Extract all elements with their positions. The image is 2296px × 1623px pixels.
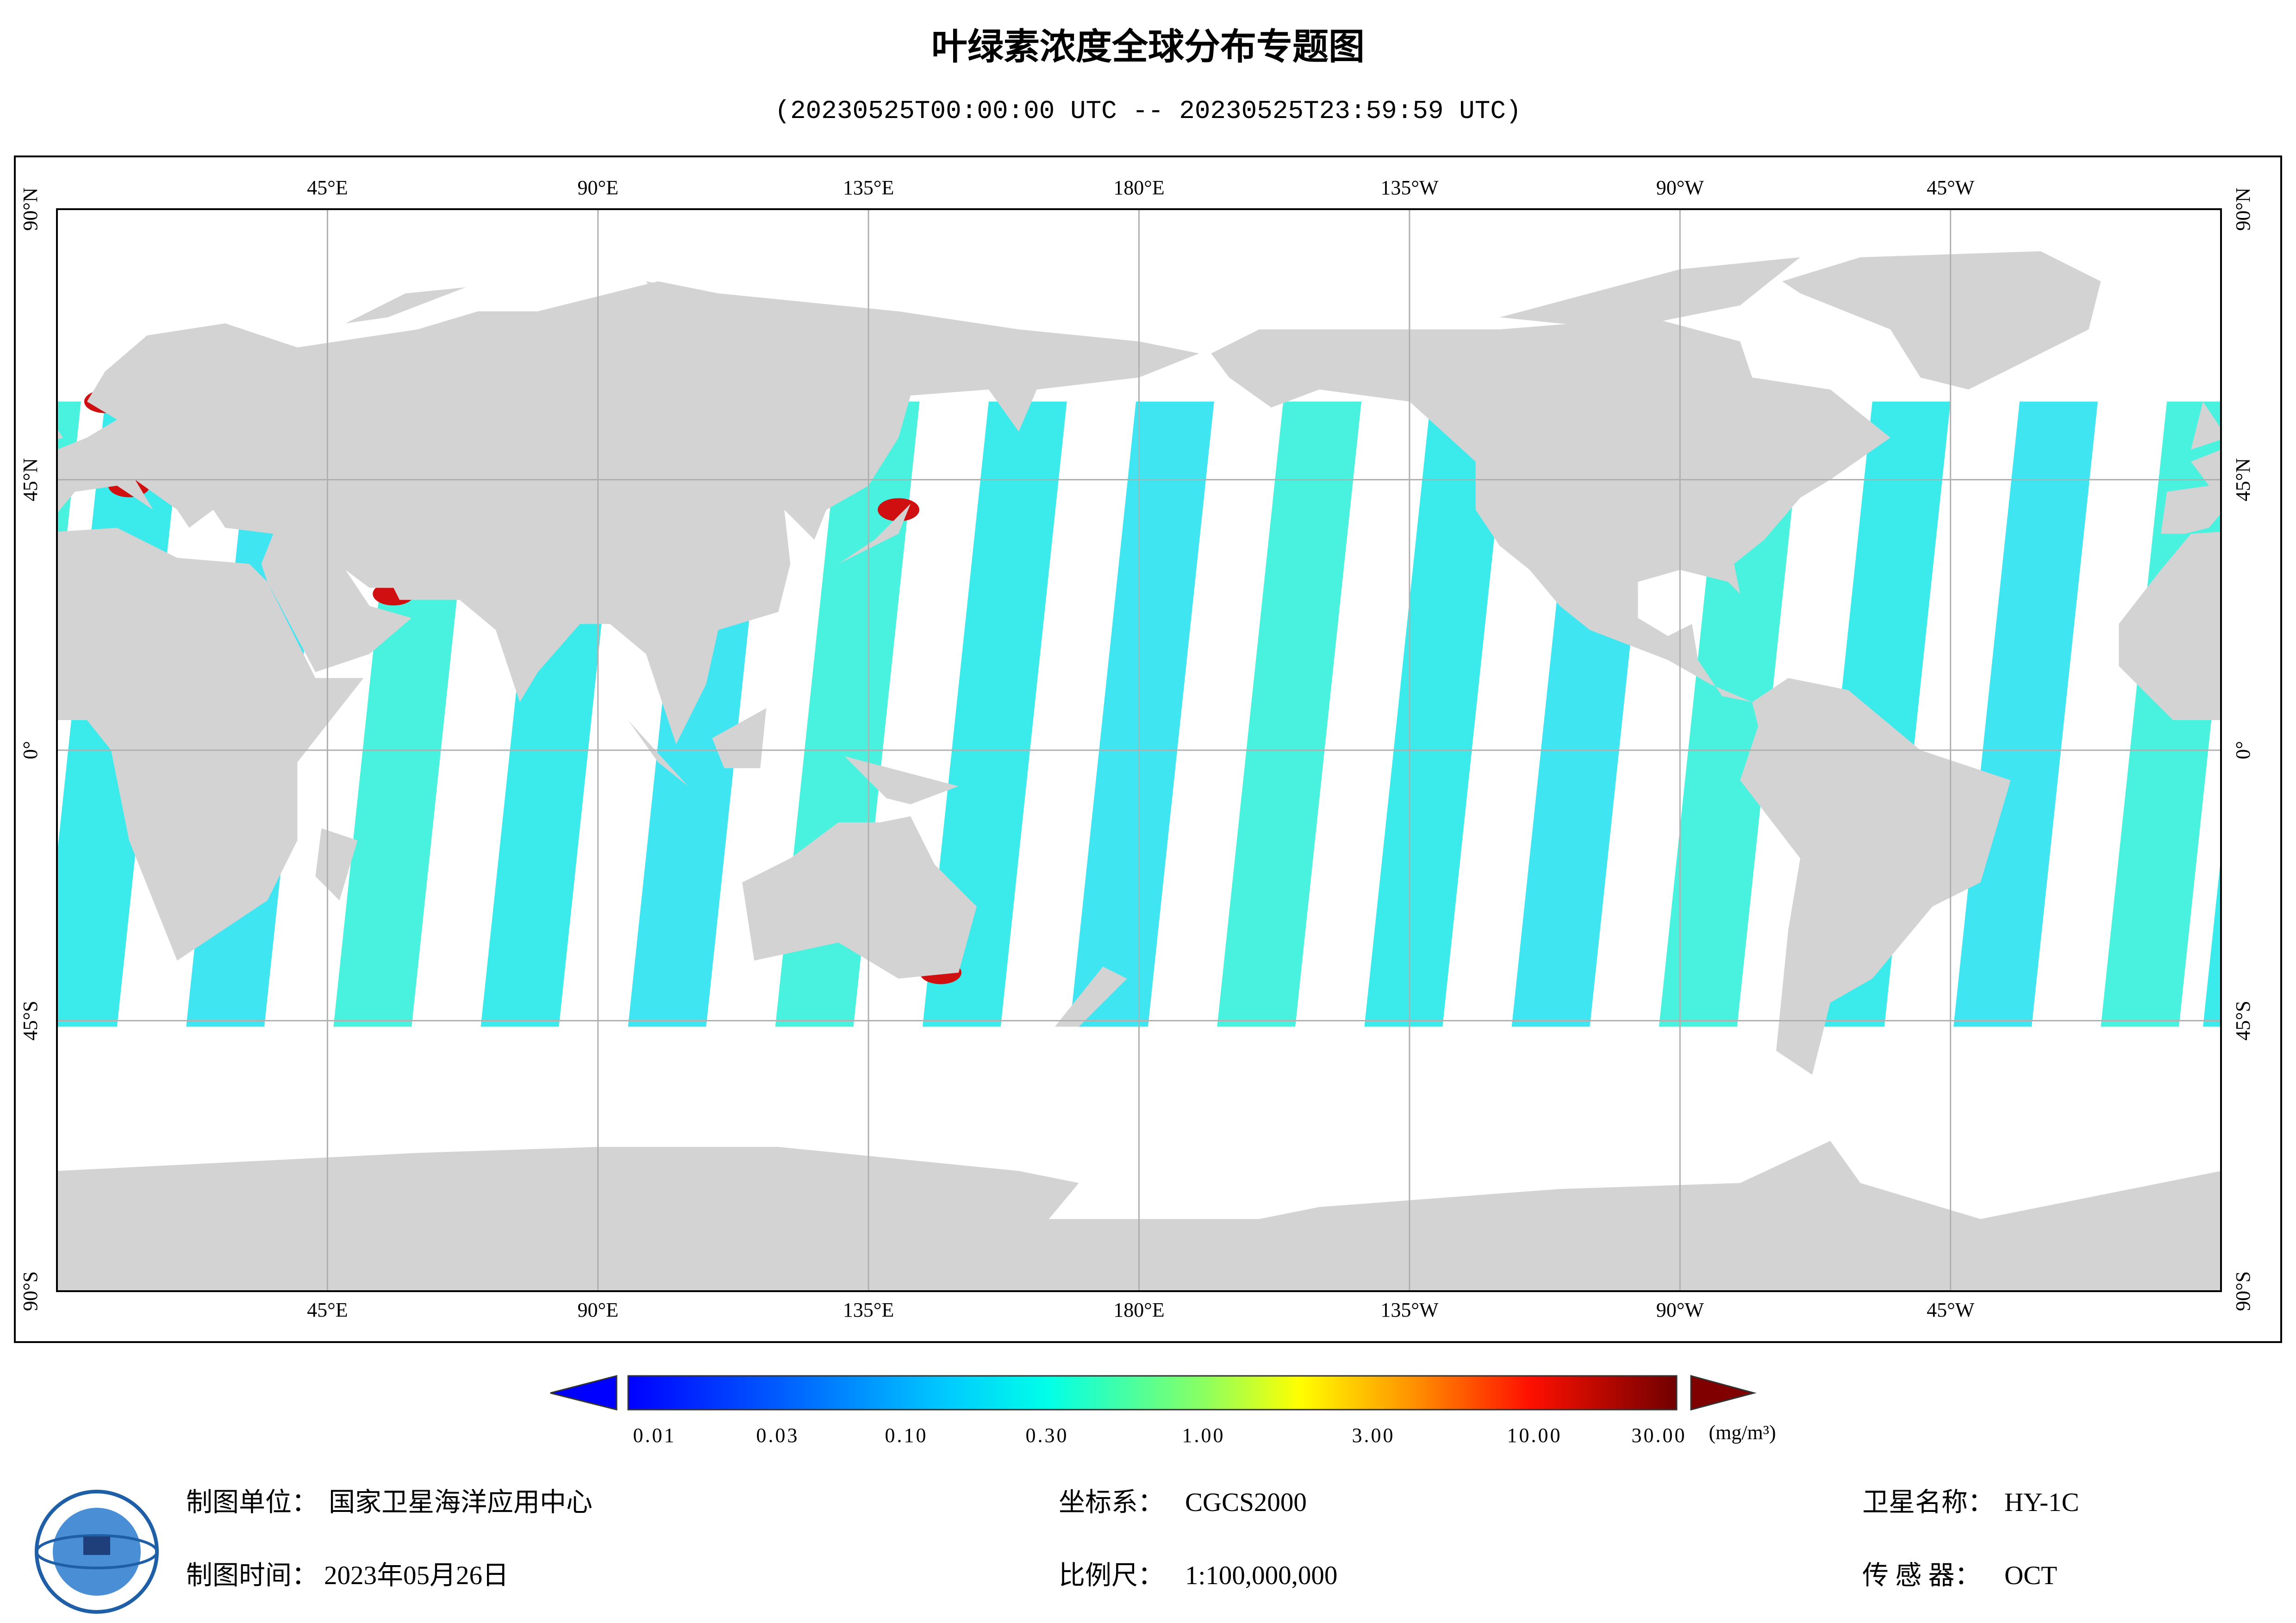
lat-label: 90°N [19, 187, 42, 230]
land [315, 828, 358, 901]
footer-value: CGCS2000 [1185, 1488, 1307, 1517]
land [1782, 251, 2101, 390]
footer-value: HY-1C [2004, 1488, 2079, 1517]
footer-label: 比例尺： [1059, 1561, 1164, 1590]
land [345, 287, 466, 323]
lon-label: 90°E [578, 176, 618, 199]
land [57, 281, 1199, 745]
colorbar-label: 0.03 [756, 1424, 799, 1447]
land [2161, 449, 2221, 534]
data-swath [1217, 401, 1361, 1027]
footer-label: 坐标系： [1059, 1488, 1164, 1517]
lon-label: 135°E [843, 1299, 894, 1321]
data-swath [1953, 401, 2098, 1027]
footer-value: 2023年05月26日 [324, 1561, 509, 1590]
logo-satellite [83, 1536, 110, 1555]
land [646, 281, 767, 317]
data-swath [1659, 401, 1803, 1027]
footer-label: 传 感 器： [1862, 1561, 1981, 1590]
land [838, 504, 911, 564]
colorbar-labels: 0.01 0.03 0.10 0.30 1.00 3.00 10.00 30.00 (mg/m³… [633, 1421, 1776, 1447]
land [2191, 401, 2221, 450]
outer-frame [14, 155, 2282, 1343]
lat-label: 90°S [2232, 1271, 2254, 1311]
lat-label: 45°N [2232, 458, 2254, 501]
lon-label: 90°E [578, 1299, 618, 1321]
colorbar-low-arrow [550, 1375, 618, 1411]
land [2119, 532, 2221, 721]
land [1740, 678, 2011, 1075]
footer-value: OCT [2004, 1561, 2057, 1590]
data-swath [1070, 401, 1214, 1027]
lat-label: 0° [19, 741, 42, 759]
land [1499, 257, 1800, 330]
lat-label: 45°S [2232, 1001, 2254, 1040]
lat-label: 90°N [2232, 187, 2254, 230]
footer-value: 1:100,000,000 [1185, 1561, 1337, 1590]
lon-label: 45°E [307, 176, 348, 199]
logo-orbit [35, 1534, 158, 1569]
lon-label: 45°W [1927, 176, 1975, 199]
data-swath [2203, 856, 2221, 1027]
colorbar-unit: (mg/m³) [1709, 1421, 1776, 1444]
lat-label: 0° [2232, 741, 2254, 759]
lon-label: 135°W [1380, 176, 1439, 199]
land [1211, 317, 1890, 703]
lon-label: 135°E [843, 176, 894, 199]
footer-label: 制图时间： [186, 1561, 318, 1590]
colorbar-label: 0.10 [885, 1424, 928, 1447]
lat-label: 90°S [19, 1271, 42, 1311]
colorbar-label: 0.01 [633, 1424, 676, 1447]
colorbar-label: 0.30 [1026, 1424, 1069, 1447]
lon-label: 90°W [1656, 1299, 1704, 1321]
map-frame [56, 208, 2222, 1292]
land [57, 528, 364, 961]
land [742, 816, 977, 979]
colorbar-label: 30.00 [1632, 1424, 1687, 1447]
footer-label: 制图单位： [186, 1488, 318, 1517]
lon-label: 45°E [307, 1299, 348, 1321]
colorbar [627, 1375, 1678, 1411]
lon-label: 135°W [1380, 1299, 1439, 1321]
land [57, 429, 63, 440]
map-labels: 45°E 45°E 90°E 90°E 135°E 135°E 180°E 180°E 135°… [19, 176, 2254, 1321]
colorbar-label: 1.00 [1182, 1424, 1225, 1447]
footer-value: 国家卫星海洋应用中心 [329, 1488, 593, 1517]
lat-label: 45°N [19, 458, 42, 501]
lon-label: 90°W [1656, 176, 1704, 199]
data-swath [1364, 401, 1509, 1027]
lon-label: 45°W [1927, 1299, 1975, 1321]
data-swath [923, 401, 1067, 1027]
map [57, 209, 2221, 1291]
lon-label: 180°E [1113, 1299, 1164, 1321]
land [1054, 966, 1127, 1027]
colorbar-label: 3.00 [1352, 1424, 1395, 1447]
lat-label: 45°S [19, 1001, 42, 1040]
colorbar-high-arrow [1690, 1375, 1757, 1411]
title: 叶绿素浓度全球分布专题图 [931, 26, 1365, 68]
land [628, 720, 688, 786]
subtitle: (20230525T00:00:00 UTC -- 20230525T23:59… [774, 96, 1521, 126]
land [844, 756, 959, 804]
lon-label: 180°E [1113, 176, 1164, 199]
logo [35, 1490, 159, 1614]
land [694, 786, 742, 798]
colorbar-label: 10.00 [1507, 1424, 1562, 1447]
land [712, 708, 767, 768]
high-chl-patch [878, 498, 920, 522]
footer-label: 卫星名称： [1862, 1488, 1994, 1517]
